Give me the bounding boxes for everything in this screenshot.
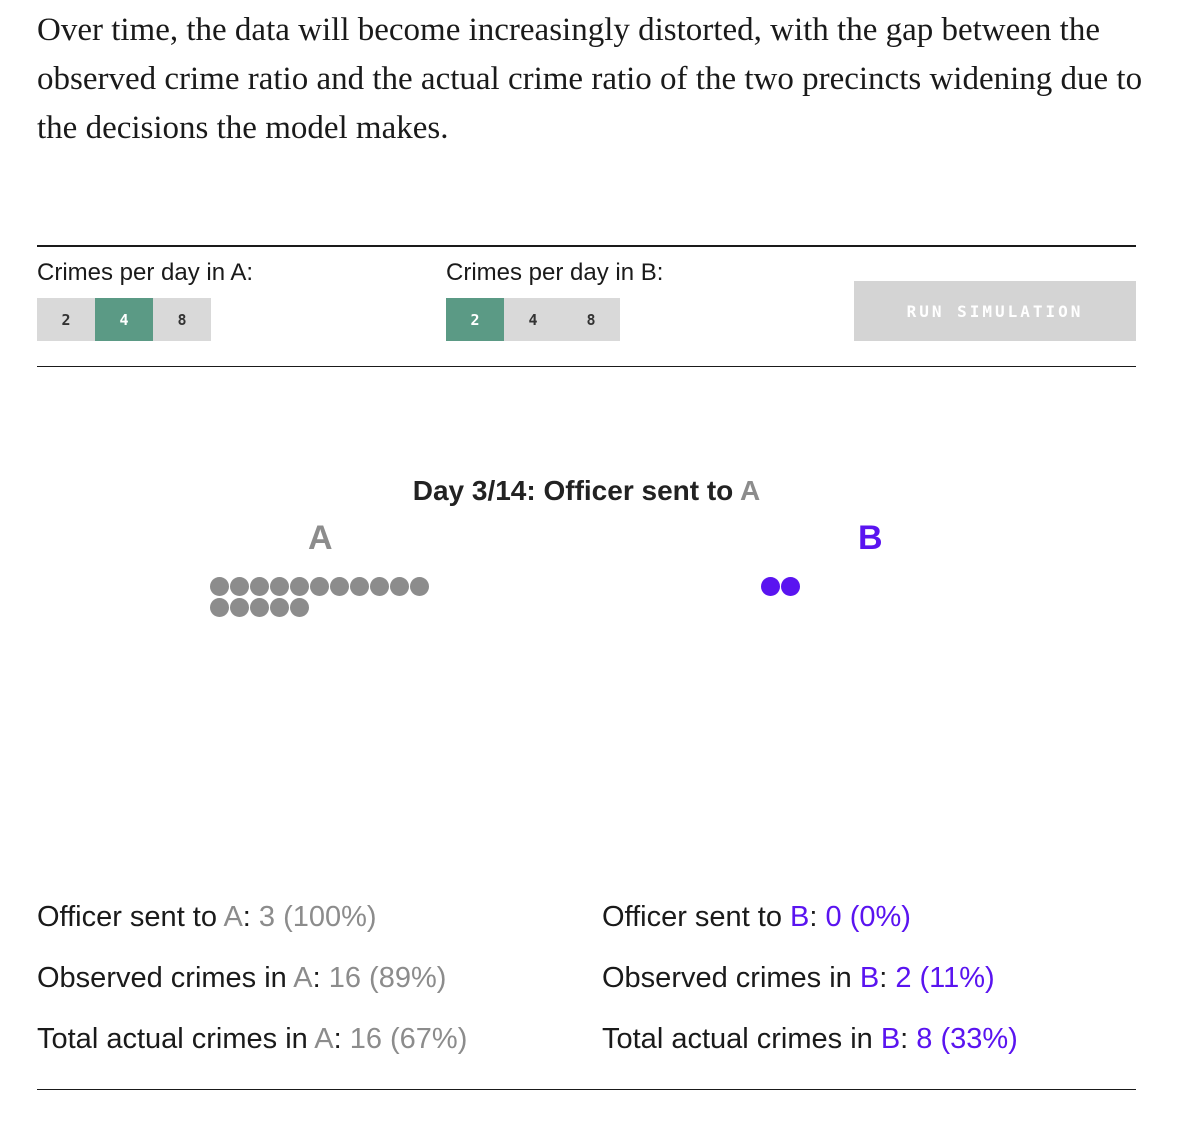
precinct-b-label: B [858, 519, 883, 557]
controls-divider [37, 366, 1136, 367]
total-crimes-a-value: 16 (67%) [349, 1023, 468, 1055]
crimes-per-day-a-selector: 2 4 8 [37, 298, 211, 341]
officer-sent-a-value: 3 (100%) [258, 901, 377, 933]
precinct-a-crime-dot [290, 577, 309, 596]
day-status-prefix: Day 3/14: Officer sent to [412, 475, 741, 506]
day-status-precinct: A [740, 475, 761, 506]
precinct-a-crime-dot [250, 577, 269, 596]
observed-crimes-a-label: Observed crimes in [37, 962, 294, 994]
officer-sent-a-precinct: A [223, 901, 243, 933]
precinct-b-crime-dot [781, 577, 800, 596]
crimes-b-option-8[interactable]: 8 [562, 298, 620, 341]
precinct-a-crime-dot [410, 577, 429, 596]
total-crimes-b-precinct: B [880, 1023, 901, 1055]
total-crimes-a-precinct: A [314, 1023, 334, 1055]
total-crimes-a-stat: Total actual crimes in A: 16 (67%) [37, 1023, 468, 1055]
observed-crimes-a-stat: Observed crimes in A: 16 (89%) [37, 962, 447, 994]
top-divider [37, 245, 1136, 247]
total-crimes-b-label: Total actual crimes in [602, 1023, 881, 1055]
officer-sent-a-stat: Officer sent to A: 3 (100%) [37, 901, 377, 933]
total-crimes-a-label: Total actual crimes in [37, 1023, 315, 1055]
observed-crimes-b-stat: Observed crimes in B: 2 (11%) [602, 962, 995, 994]
officer-sent-b-precinct: B [790, 901, 810, 933]
precinct-a-crime-dot [350, 577, 369, 596]
precinct-a-crime-dot [390, 577, 409, 596]
precinct-a-crime-dot [370, 577, 389, 596]
precinct-a-crime-dot [250, 598, 269, 617]
observed-crimes-b-precinct: B [859, 962, 880, 994]
precinct-a-label: A [308, 519, 333, 557]
precinct-a-crime-dot [230, 577, 249, 596]
precinct-a-crime-dot [210, 598, 229, 617]
officer-sent-b-stat: Officer sent to B: 0 (0%) [602, 901, 911, 933]
total-crimes-b-value: 8 (33%) [916, 1023, 1018, 1055]
precinct-a-crime-dot [330, 577, 349, 596]
crimes-per-day-b-label: Crimes per day in B: [446, 259, 664, 286]
crimes-a-option-2[interactable]: 2 [37, 298, 95, 341]
intro-paragraph: Over time, the data will become increasi… [37, 12, 1143, 146]
total-crimes-b-stat: Total actual crimes in B: 8 (33%) [602, 1023, 1018, 1055]
observed-crimes-b-value: 2 (11%) [895, 962, 995, 994]
officer-sent-b-label: Officer sent to [602, 901, 791, 933]
precinct-a-crime-dot [270, 577, 289, 596]
crimes-a-option-8[interactable]: 8 [153, 298, 211, 341]
officer-sent-b-value: 0 (0%) [825, 901, 911, 933]
crimes-a-option-4[interactable]: 4 [95, 298, 153, 341]
observed-crimes-a-value: 16 (89%) [328, 962, 447, 994]
precinct-b-crime-dot [761, 577, 780, 596]
bottom-divider [37, 1089, 1136, 1090]
observed-crimes-a-precinct: A [293, 962, 313, 994]
precinct-a-stats: Officer sent to A: 3 (100%) Observed cri… [37, 897, 467, 1080]
precinct-a-crime-dot [310, 577, 329, 596]
run-simulation-button[interactable]: RUN SIMULATION [854, 281, 1136, 341]
precinct-b-stats: Officer sent to B: 0 (0%) Observed crime… [602, 897, 1018, 1080]
day-status-title: Day 3/14: Officer sent to A [0, 473, 1173, 509]
observed-crimes-b-label: Observed crimes in [602, 962, 860, 994]
crimes-b-option-2[interactable]: 2 [446, 298, 504, 341]
crimes-per-day-b-selector: 2 4 8 [446, 298, 620, 341]
precinct-a-crime-dot [270, 598, 289, 617]
crimes-per-day-a-label: Crimes per day in A: [37, 259, 254, 286]
precinct-a-crime-dot [210, 577, 229, 596]
precinct-a-crime-dot [230, 598, 249, 617]
precinct-a-crime-dot [290, 598, 309, 617]
crimes-b-option-4[interactable]: 4 [504, 298, 562, 341]
officer-sent-a-label: Officer sent to [37, 901, 224, 933]
